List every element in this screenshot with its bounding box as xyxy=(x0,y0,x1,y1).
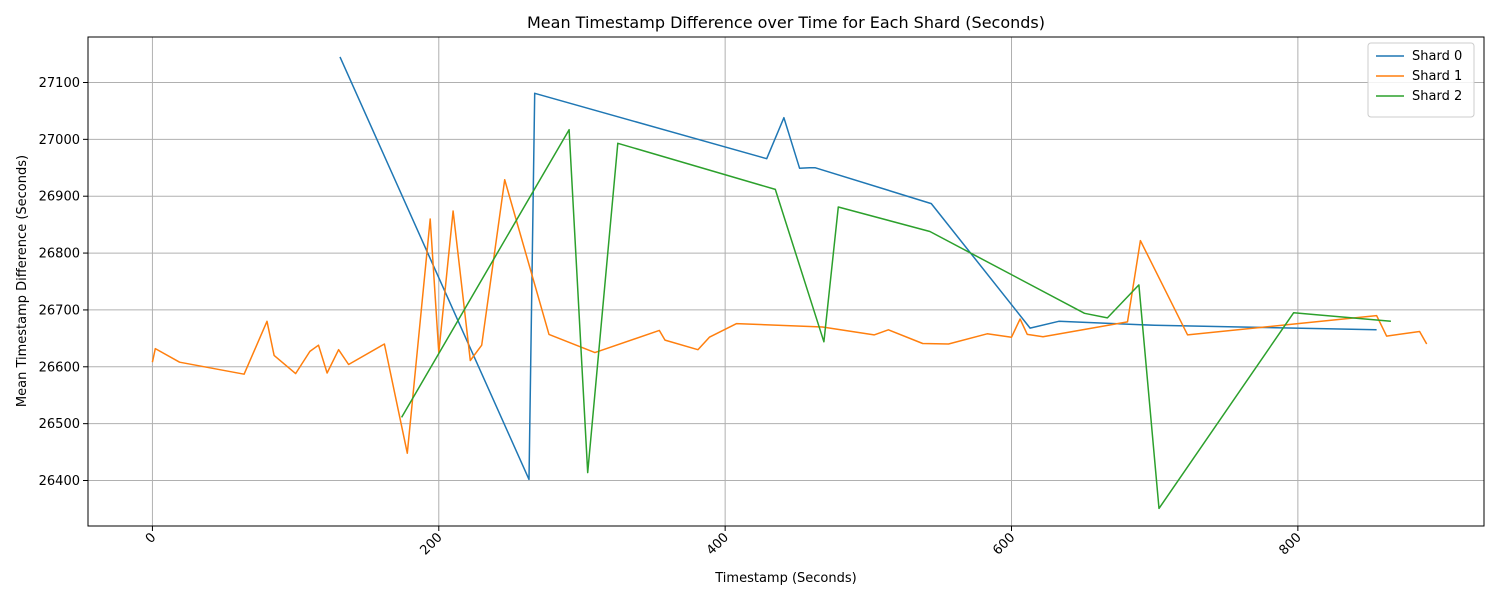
y-axis-label: Mean Timestamp Difference (Seconds) xyxy=(15,155,30,407)
legend-box xyxy=(1367,42,1475,118)
series-line-shard-0 xyxy=(339,56,1377,481)
y-tick-label: 27100 xyxy=(39,76,80,91)
x-axis-label: Timestamp (Seconds) xyxy=(714,571,856,586)
y-tick-label: 26900 xyxy=(39,190,80,205)
y-tick-label: 26500 xyxy=(39,417,80,432)
grid xyxy=(88,37,1484,526)
y-tick-label: 26700 xyxy=(39,303,80,318)
series-line-shard-1 xyxy=(151,178,1428,454)
legend: Shard 0 Shard 1 Shard 2 xyxy=(1367,42,1475,118)
legend-label: Shard 0 xyxy=(1412,49,1462,64)
chart-title: Mean Timestamp Difference over Time for … xyxy=(527,13,1045,32)
legend-label: Shard 1 xyxy=(1412,69,1462,84)
series-line-shard-2 xyxy=(400,128,1391,510)
legend-label: Shard 2 xyxy=(1412,89,1462,104)
y-tick-label: 26400 xyxy=(39,474,80,489)
y-tick-label: 26800 xyxy=(39,247,80,262)
y-tick-label: 27000 xyxy=(39,133,80,148)
axis-ticks: 0 200 400 600 800264002650026600267002680026… xyxy=(39,76,1305,558)
series-lines xyxy=(151,56,1428,510)
y-tick-label: 26600 xyxy=(39,360,80,375)
plot-frame xyxy=(87,36,1485,527)
